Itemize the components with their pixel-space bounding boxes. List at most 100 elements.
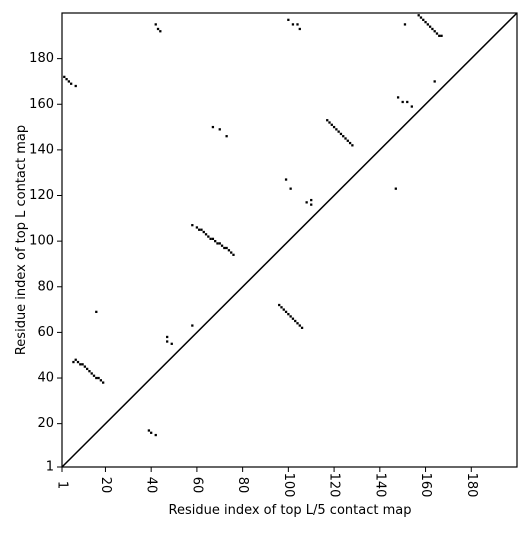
x-axis-label: Residue index of top L/5 contact map — [169, 503, 412, 518]
contact-point — [191, 224, 194, 227]
x-tick-label: 80 — [235, 477, 250, 494]
contact-point — [170, 342, 173, 345]
contact-point — [220, 244, 224, 247]
contact-point — [287, 18, 290, 21]
contact-point — [202, 230, 205, 234]
x-tick-label: 20 — [98, 477, 113, 494]
contact-point — [401, 100, 404, 104]
contact-point — [97, 376, 100, 380]
x-tick-label: 40 — [144, 477, 159, 494]
contact-point — [394, 187, 397, 190]
contact-point — [79, 363, 82, 366]
contact-point — [147, 429, 151, 432]
y-axis-label: Residue index of top L contact map — [14, 125, 29, 355]
contact-point — [310, 198, 313, 202]
contact-point — [298, 324, 301, 327]
y-tick-label: 140 — [29, 142, 54, 157]
contact-point — [207, 235, 210, 238]
y-tick-label: 180 — [29, 51, 54, 66]
contact-point — [426, 23, 429, 26]
contact-point — [278, 303, 281, 307]
contact-point — [298, 27, 301, 31]
contact-point — [346, 139, 349, 142]
contact-point — [102, 381, 105, 384]
x-tick-label: 140 — [372, 473, 387, 498]
contact-point — [438, 34, 441, 37]
x-tick-label: 1 — [55, 481, 70, 489]
contact-point — [209, 237, 212, 240]
contact-point — [225, 135, 228, 138]
contact-point — [72, 360, 75, 364]
contact-point — [198, 228, 201, 231]
contact-point — [211, 237, 215, 240]
contact-point — [154, 23, 157, 26]
contact-point — [216, 242, 219, 245]
diagonal-line — [61, 12, 518, 468]
contact-point — [218, 242, 221, 245]
contact-point — [225, 246, 228, 250]
contact-point — [81, 363, 84, 366]
contact-point — [326, 119, 329, 122]
contact-point — [99, 379, 103, 382]
contact-point — [214, 240, 217, 243]
contact-point — [428, 25, 432, 28]
contact-point — [200, 228, 203, 231]
contact-point — [95, 310, 98, 314]
x-tick-label: 100 — [281, 473, 296, 498]
contact-point — [95, 376, 98, 380]
contact-point — [435, 32, 439, 35]
contact-point — [410, 105, 413, 108]
contact-point — [419, 16, 423, 19]
x-tick-label: 60 — [189, 477, 204, 494]
contact-point — [424, 20, 427, 24]
contact-point — [90, 372, 93, 375]
contact-point — [433, 80, 436, 83]
y-tick-label: 60 — [37, 325, 54, 340]
contact-point — [310, 203, 313, 206]
plot-frame — [61, 12, 518, 468]
contact-point — [195, 226, 199, 229]
y-tick-label: 40 — [37, 371, 54, 386]
contact-point — [289, 315, 292, 318]
contact-point — [204, 233, 208, 236]
contact-point — [330, 123, 333, 126]
contact-point — [296, 23, 299, 26]
contact-point — [74, 84, 77, 88]
contact-point — [403, 23, 407, 26]
y-tick-label: 160 — [29, 97, 54, 112]
x-tick-label: 120 — [327, 473, 342, 498]
contact-point — [223, 246, 226, 250]
contact-point — [227, 249, 231, 252]
contact-point — [156, 27, 160, 31]
contact-point — [335, 128, 338, 131]
contact-point — [431, 27, 434, 31]
contact-point — [150, 431, 153, 434]
contact-point — [284, 310, 288, 314]
contact-point — [300, 326, 304, 329]
contact-point — [211, 125, 215, 129]
contact-point — [396, 96, 400, 99]
contact-point — [65, 78, 68, 81]
contact-point — [218, 128, 221, 131]
contact-point — [284, 178, 288, 181]
contact-point — [280, 306, 283, 309]
contact-point — [92, 374, 96, 377]
contact-point — [88, 370, 91, 373]
contact-point — [232, 253, 235, 256]
y-tick-label: 100 — [29, 234, 54, 249]
x-tick-label: 180 — [464, 473, 479, 498]
contact-point — [406, 100, 409, 104]
y-tick-label: 1 — [46, 460, 54, 475]
contact-point — [291, 23, 295, 26]
contact-point — [342, 135, 345, 138]
contact-point — [86, 367, 89, 371]
contact-point — [287, 313, 290, 316]
contact-point — [191, 324, 194, 327]
contact-point — [351, 144, 354, 147]
x-tick-label: 160 — [418, 473, 433, 498]
contact-point — [70, 82, 73, 85]
contact-point — [422, 18, 425, 21]
y-tick-label: 120 — [29, 188, 54, 203]
contact-point — [67, 80, 71, 83]
